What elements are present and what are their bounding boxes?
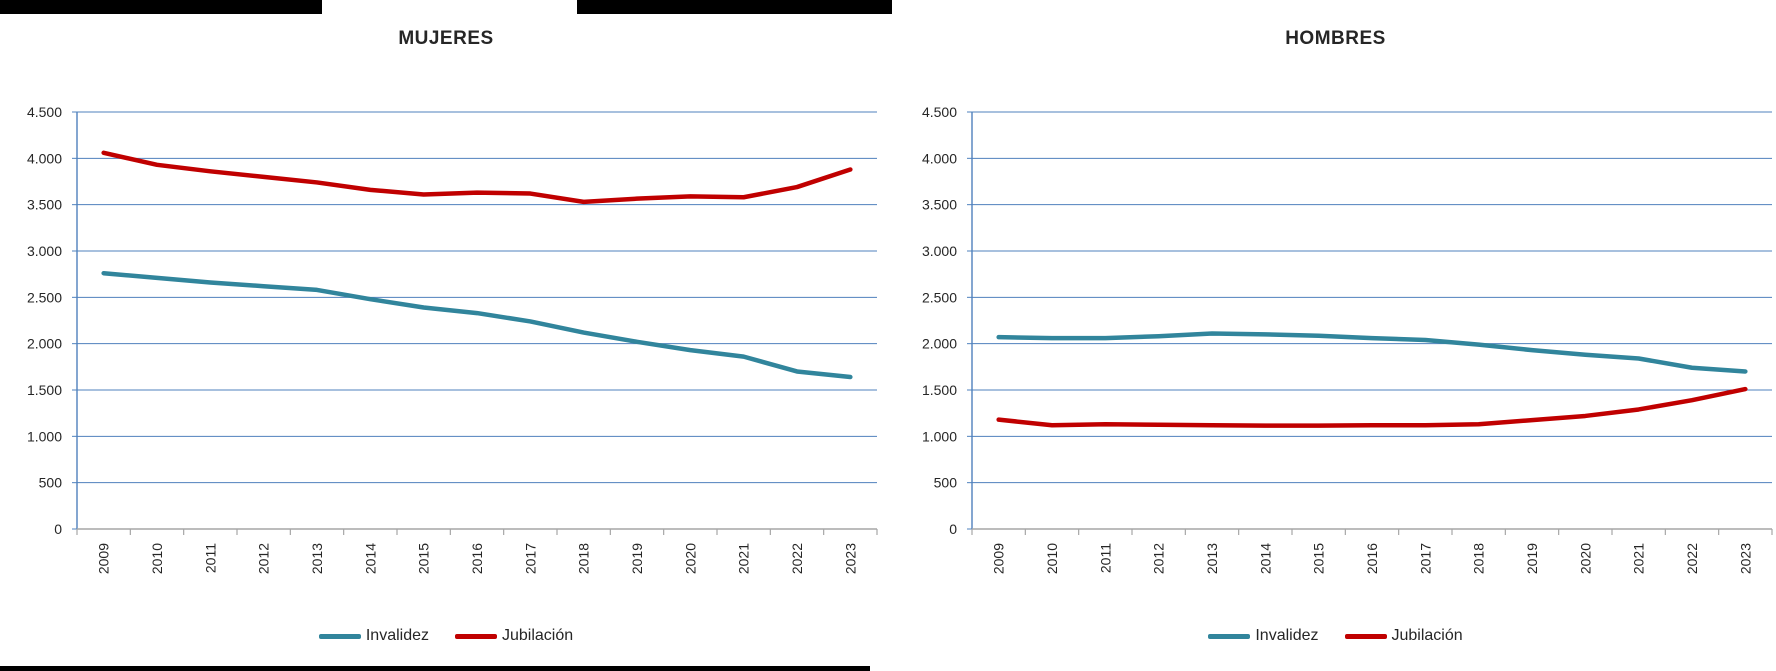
x-tick-label: 2018	[1471, 543, 1487, 574]
legend-item-invalidez: Invalidez	[1208, 627, 1319, 645]
x-tick-label: 2015	[416, 543, 432, 574]
legend-label-invalidez: Invalidez	[1255, 627, 1319, 644]
legend-item-invalidez: Invalidez	[318, 627, 429, 645]
jubilacion-line-swatch	[1344, 633, 1387, 639]
y-tick-label: 3.500	[27, 197, 62, 213]
legend-mujeres: Invalidez Jubilación	[0, 627, 892, 645]
legend-label-invalidez: Invalidez	[365, 627, 429, 644]
x-tick-label: 2016	[1364, 543, 1380, 574]
series-line-invalidez	[101, 270, 853, 380]
y-tick-label: 0	[949, 521, 957, 537]
y-tick-label: 1.000	[27, 428, 62, 444]
x-tick-label: 2018	[576, 543, 592, 574]
chart-title-mujeres: MUJERES	[398, 28, 494, 49]
invalidez-line-swatch	[318, 633, 361, 639]
y-tick-label: 2.000	[27, 336, 62, 352]
x-tick-label: 2017	[522, 543, 538, 574]
top-black-bar-left	[0, 0, 322, 14]
y-tick-label: 3.000	[922, 243, 957, 259]
x-tick-label: 2017	[1417, 543, 1433, 574]
chart-title-hombres: HOMBRES	[1285, 28, 1386, 49]
series-line-invalidez	[996, 331, 1748, 374]
invalidez-line-swatch	[1208, 633, 1251, 639]
x-tick-label: 2012	[256, 543, 272, 574]
jubilacion-line-swatch	[455, 633, 497, 639]
y-tick-label: 2.000	[922, 336, 957, 352]
y-tick-label: 2.500	[922, 289, 957, 305]
y-tick-label: 500	[934, 475, 958, 491]
x-tick-label: 2010	[149, 543, 165, 574]
x-tick-label: 2011	[1097, 543, 1113, 573]
x-tick-label: 2021	[1631, 543, 1647, 574]
x-tick-label: 2023	[1737, 543, 1753, 574]
y-tick-label: 1.500	[922, 382, 957, 398]
y-tick-label: 2.500	[27, 289, 62, 305]
bottom-black-bar	[0, 666, 870, 671]
legend-hombres: Invalidez Jubilación	[895, 627, 1776, 645]
x-tick-label: 2012	[1151, 543, 1167, 574]
chart-mujeres: MUJERES 0 500 1.000 1.500 2.000 2.500 3.000 3.5…	[0, 28, 892, 645]
x-tick-label: 2022	[789, 543, 805, 574]
y-tick-label: 1.500	[27, 382, 62, 398]
x-tick-label: 2020	[682, 543, 698, 574]
x-tick-label: 2013	[1204, 543, 1220, 574]
x-tick-label: 2020	[1577, 543, 1593, 574]
x-tick-label: 2010	[1044, 543, 1060, 574]
chart-hombres: HOMBRES 0 500 1.000 1.500 2.000 2.500 3.000 3.5…	[895, 0, 1776, 671]
plot-area-mujeres: 0 500 1.000 1.500 2.000 2.500 3.000 3.500 4.000 4…	[27, 104, 878, 574]
y-tick-label: 3.500	[922, 197, 957, 213]
x-tick-label: 2009	[991, 543, 1007, 574]
x-tick-label: 2014	[362, 543, 378, 574]
x-tick-label: 2016	[469, 543, 485, 574]
y-tick-label: 3.000	[27, 243, 62, 259]
x-tick-label: 2015	[1311, 543, 1327, 574]
x-tick-label: 2022	[1684, 543, 1700, 574]
x-tick-label: 2014	[1257, 543, 1273, 574]
legend-label-jubilacion: Jubilación	[1391, 627, 1463, 644]
x-tick-label: 2019	[1524, 543, 1540, 574]
y-tick-label: 4.000	[922, 150, 957, 166]
x-tick-label: 2021	[736, 543, 752, 574]
x-tick-label: 2013	[309, 543, 325, 574]
legend-label-jubilacion: Jubilación	[502, 627, 574, 644]
x-tick-label: 2011	[202, 543, 218, 573]
legend-item-jubilacion: Jubilación	[455, 627, 573, 645]
y-tick-label: 4.500	[27, 104, 62, 120]
legend-item-jubilacion: Jubilación	[1344, 627, 1463, 645]
x-tick-label: 2023	[842, 543, 858, 574]
top-black-bar-right	[577, 0, 892, 14]
series-line-jubilacion	[996, 386, 1748, 428]
y-tick-label: 4.500	[922, 104, 957, 120]
x-tick-label: 2019	[629, 543, 645, 574]
plot-area-hombres: 0 500 1.000 1.500 2.000 2.500 3.000 3.500 4.000 4…	[922, 104, 1773, 574]
x-tick-label: 2009	[96, 543, 112, 574]
series-line-jubilacion	[101, 150, 853, 205]
y-tick-label: 4.000	[27, 150, 62, 166]
y-tick-label: 1.000	[922, 428, 957, 444]
y-tick-label: 500	[39, 475, 63, 491]
y-tick-label: 0	[54, 521, 62, 537]
